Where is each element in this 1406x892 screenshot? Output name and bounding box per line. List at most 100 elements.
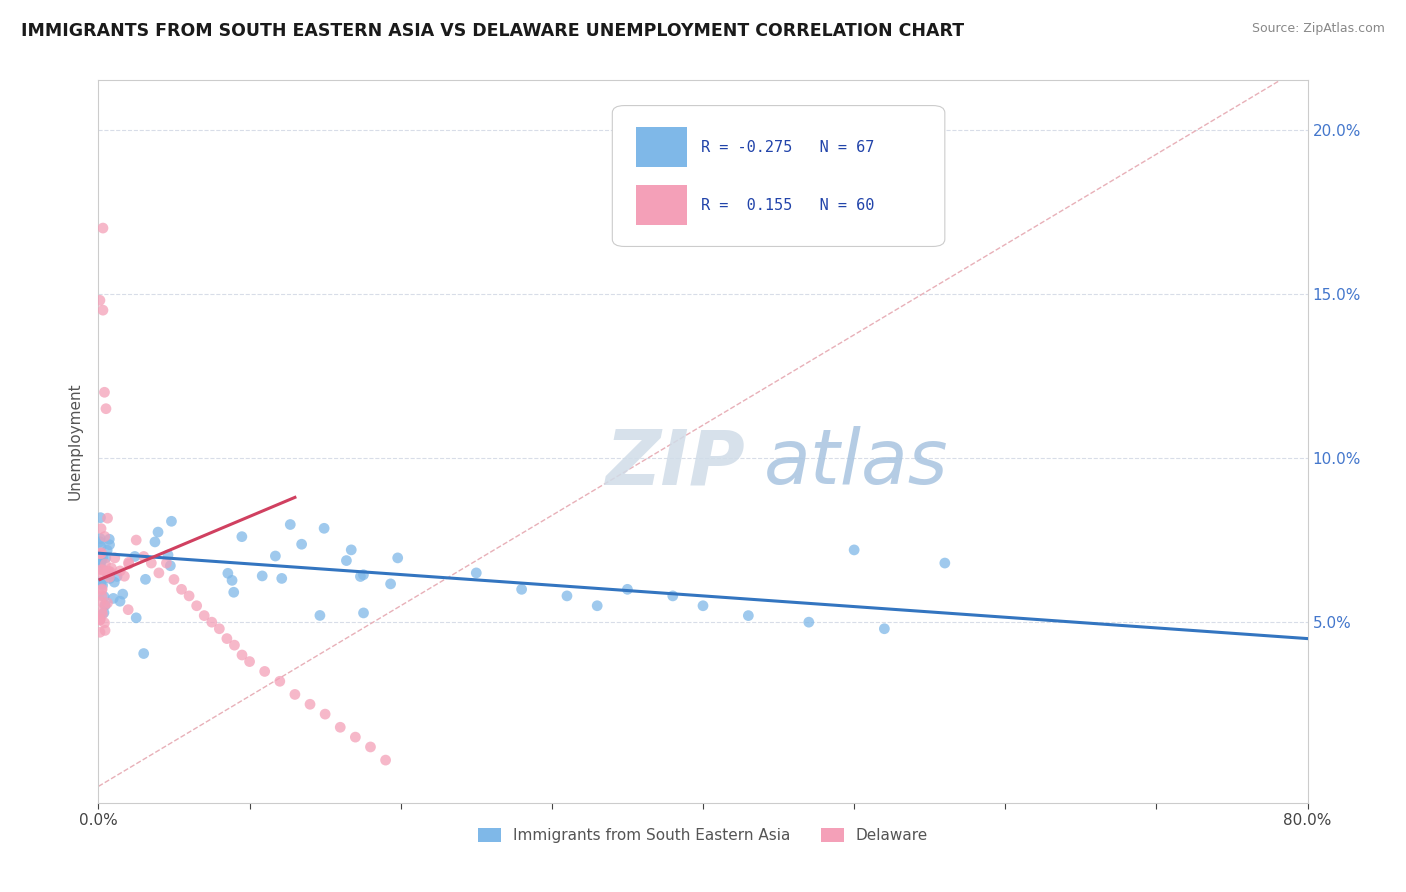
Point xyxy=(118,557,141,571)
Point xyxy=(224,638,246,652)
Point xyxy=(90,582,112,597)
Point xyxy=(105,569,128,583)
Point xyxy=(96,565,118,579)
Point xyxy=(90,554,112,568)
FancyBboxPatch shape xyxy=(637,128,688,167)
Point xyxy=(89,613,111,627)
Point xyxy=(94,401,117,416)
Point xyxy=(97,564,120,578)
Point xyxy=(253,665,276,679)
Point xyxy=(231,530,253,544)
Point xyxy=(193,608,215,623)
Point xyxy=(264,549,287,563)
Point xyxy=(89,547,111,561)
FancyBboxPatch shape xyxy=(637,185,688,225)
Text: Source: ZipAtlas.com: Source: ZipAtlas.com xyxy=(1251,22,1385,36)
Point xyxy=(98,565,121,579)
Point xyxy=(108,564,131,578)
Point xyxy=(112,569,135,583)
Point xyxy=(141,556,163,570)
Point xyxy=(465,566,488,580)
Point xyxy=(89,293,111,308)
Point xyxy=(335,553,357,567)
Point xyxy=(103,591,125,606)
Point xyxy=(90,577,112,591)
Point xyxy=(90,547,112,561)
Text: R = -0.275   N = 67: R = -0.275 N = 67 xyxy=(700,140,875,155)
Point xyxy=(349,569,371,583)
Point xyxy=(98,538,121,552)
Point xyxy=(118,555,141,569)
Point xyxy=(91,221,114,235)
Point xyxy=(100,561,122,575)
Point xyxy=(89,534,111,549)
Point xyxy=(94,624,117,638)
Point xyxy=(284,687,307,701)
Point xyxy=(934,556,956,570)
Point xyxy=(89,510,111,524)
Point xyxy=(91,582,114,596)
Point xyxy=(270,571,292,585)
Point xyxy=(844,542,866,557)
Point xyxy=(250,569,273,583)
Point xyxy=(231,648,253,662)
Point xyxy=(91,578,114,592)
Point xyxy=(221,574,243,588)
Point xyxy=(98,567,121,582)
Point xyxy=(201,615,224,630)
Point xyxy=(89,575,111,590)
Point xyxy=(314,521,336,535)
Point xyxy=(98,570,121,584)
Point xyxy=(93,385,115,400)
Point xyxy=(91,563,114,577)
Point xyxy=(299,698,322,712)
Point xyxy=(616,582,638,597)
Legend: Immigrants from South Eastern Asia, Delaware: Immigrants from South Eastern Asia, Dela… xyxy=(471,822,935,849)
Point xyxy=(91,550,114,565)
Point xyxy=(291,537,314,551)
Point xyxy=(90,605,112,619)
Point xyxy=(309,608,332,623)
Point xyxy=(96,543,118,558)
Point xyxy=(380,577,402,591)
Point xyxy=(208,622,231,636)
Point xyxy=(217,566,239,581)
Point xyxy=(143,535,166,549)
Point xyxy=(93,606,115,620)
Point xyxy=(89,611,111,625)
Point xyxy=(374,753,396,767)
Text: ZIP: ZIP xyxy=(606,426,747,500)
FancyBboxPatch shape xyxy=(613,105,945,246)
Point xyxy=(156,548,179,562)
Point xyxy=(222,585,245,599)
Point xyxy=(146,525,169,540)
Y-axis label: Unemployment: Unemployment xyxy=(67,383,83,500)
Point xyxy=(96,596,118,610)
Point xyxy=(387,550,409,565)
Point xyxy=(239,655,262,669)
Point xyxy=(215,632,238,646)
Point xyxy=(134,572,156,586)
Point xyxy=(98,533,121,547)
Point xyxy=(148,566,170,580)
Point xyxy=(873,622,896,636)
Point xyxy=(90,595,112,609)
Point xyxy=(692,599,714,613)
Point xyxy=(163,573,186,587)
Point xyxy=(160,514,183,528)
Point xyxy=(93,615,115,630)
Point xyxy=(352,567,374,582)
Point xyxy=(510,582,533,597)
Point xyxy=(340,542,363,557)
Point xyxy=(89,554,111,568)
Point xyxy=(125,611,148,625)
Point xyxy=(91,589,114,603)
Point xyxy=(103,575,125,590)
Point xyxy=(89,625,111,640)
Text: IMMIGRANTS FROM SOUTH EASTERN ASIA VS DELAWARE UNEMPLOYMENT CORRELATION CHART: IMMIGRANTS FROM SOUTH EASTERN ASIA VS DE… xyxy=(21,22,965,40)
Point xyxy=(90,540,112,554)
Point xyxy=(132,549,155,564)
Point xyxy=(278,517,301,532)
Point xyxy=(661,589,683,603)
Point xyxy=(89,559,111,574)
